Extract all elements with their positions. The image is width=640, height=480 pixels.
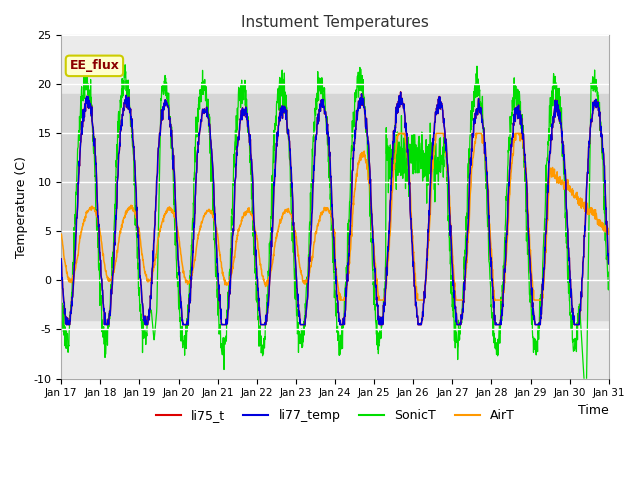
Legend: li75_t, li77_temp, SonicT, AirT: li75_t, li77_temp, SonicT, AirT	[150, 404, 520, 427]
SonicT	[58, 290, 65, 296]
li75_t	[63, 322, 70, 327]
li77_temp	[468, 134, 476, 140]
AirT	[365, 178, 373, 184]
Line: SonicT: SonicT	[61, 65, 609, 384]
Y-axis label: Temperature (C): Temperature (C)	[15, 156, 28, 258]
AirT	[58, 231, 65, 237]
li75_t	[307, 228, 315, 234]
SonicT	[122, 62, 129, 68]
AirT	[337, 297, 344, 303]
Title: Instument Temperatures: Instument Temperatures	[241, 15, 429, 30]
li77_temp	[397, 89, 404, 95]
li75_t	[605, 261, 612, 267]
li75_t	[555, 111, 563, 117]
SonicT	[365, 179, 373, 185]
li75_t	[468, 134, 476, 140]
Bar	[61, 94, 609, 320]
AirT	[555, 179, 563, 185]
SonicT	[580, 381, 588, 386]
Line: li77_temp: li77_temp	[61, 92, 609, 324]
SonicT	[605, 278, 612, 284]
Line: li75_t: li75_t	[61, 92, 609, 324]
SonicT	[554, 98, 562, 104]
li77_temp	[58, 256, 65, 262]
li75_t	[58, 256, 65, 262]
li77_temp	[539, 287, 547, 293]
AirT	[307, 264, 315, 270]
Text: EE_flux: EE_flux	[70, 60, 120, 72]
li77_temp	[605, 260, 612, 266]
Line: AirT: AirT	[61, 133, 609, 300]
SonicT	[605, 287, 612, 293]
li77_temp	[307, 228, 315, 234]
li77_temp	[605, 261, 612, 267]
SonicT	[468, 107, 476, 113]
li75_t	[605, 261, 612, 266]
li75_t	[365, 157, 373, 163]
li77_temp	[365, 157, 373, 163]
AirT	[539, 295, 547, 301]
li75_t	[539, 287, 547, 293]
li77_temp	[63, 322, 70, 327]
SonicT	[307, 180, 315, 185]
AirT	[468, 156, 476, 162]
li75_t	[397, 89, 404, 95]
X-axis label: Time: Time	[578, 404, 609, 417]
AirT	[395, 131, 403, 136]
SonicT	[539, 278, 547, 284]
li77_temp	[555, 111, 563, 117]
AirT	[605, 231, 612, 237]
AirT	[605, 227, 612, 233]
